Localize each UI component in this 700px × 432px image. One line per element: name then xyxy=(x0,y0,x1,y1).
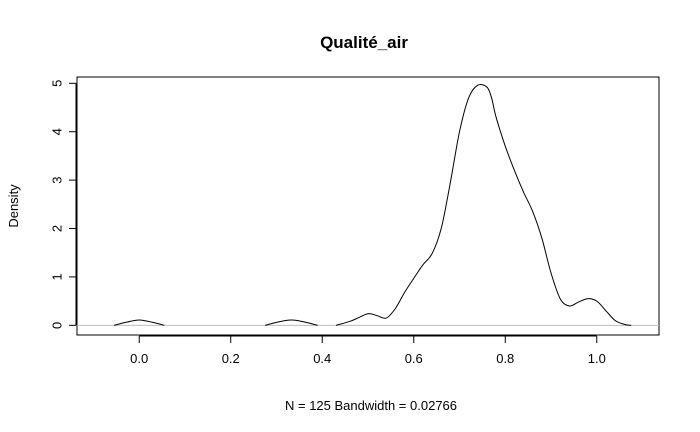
chart-title: Qualité_air xyxy=(320,33,408,52)
density-curve-segment xyxy=(113,319,165,326)
x-tick-label: 0.2 xyxy=(222,351,240,366)
y-tick-label: 5 xyxy=(50,80,65,87)
y-tick-label: 2 xyxy=(50,225,65,232)
density-series xyxy=(113,83,632,326)
x-axis-label: N = 125 Bandwidth = 0.02766 xyxy=(285,398,457,413)
x-tick-label: 0.4 xyxy=(313,351,331,366)
y-tick-label: 1 xyxy=(50,273,65,280)
density-curve-segment xyxy=(335,83,632,326)
x-tick-label: 0.6 xyxy=(405,351,423,366)
y-axis: 0 1 2 3 4 5 xyxy=(50,80,77,329)
density-curve-segment xyxy=(264,319,318,326)
plot-frame xyxy=(76,76,660,336)
x-tick-label: 0.0 xyxy=(130,351,148,366)
x-tick-label: 0.8 xyxy=(496,351,514,366)
y-tick-label: 0 xyxy=(50,322,65,329)
y-axis-label: Density xyxy=(6,184,21,228)
y-tick-label: 3 xyxy=(50,176,65,183)
x-tick-label: 1.0 xyxy=(588,351,606,366)
y-tick-label: 4 xyxy=(50,128,65,135)
x-axis: 0.0 0.2 0.4 0.6 0.8 1.0 xyxy=(130,335,606,366)
